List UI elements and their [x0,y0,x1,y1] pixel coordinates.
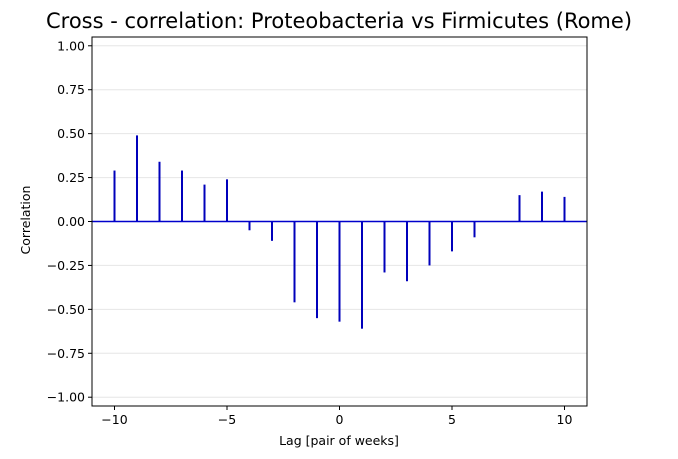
x-tick-label: 0 [336,412,344,427]
bars [113,135,566,329]
x-tick-label: 10 [557,412,573,427]
y-tick-label: −1.00 [47,390,85,405]
y-tick-label: −0.75 [47,346,85,361]
x-tick-label: −5 [218,412,236,427]
y-axis-label: Correlation [18,186,33,255]
y-tick-label: −0.25 [47,258,85,273]
chart-title: Cross - correlation: Proteobacteria vs F… [46,9,632,33]
y-tick-label: 0.75 [57,82,85,97]
y-tick-label: 0.00 [57,214,85,229]
x-tick-label: 5 [448,412,456,427]
y-tick-label: 1.00 [57,38,85,53]
x-axis-label: Lag [pair of weeks] [279,433,399,448]
x-tick-label: −10 [101,412,127,427]
y-tick-label: 0.50 [57,126,85,141]
y-tick-label: 0.25 [57,170,85,185]
x-axis: −10 −5 0 5 10 [101,406,572,427]
y-tick-label: −0.50 [47,302,85,317]
y-axis: −1.00 −0.75 −0.50 −0.25 0.00 0.25 0.50 0.75 1.00 [47,38,92,405]
